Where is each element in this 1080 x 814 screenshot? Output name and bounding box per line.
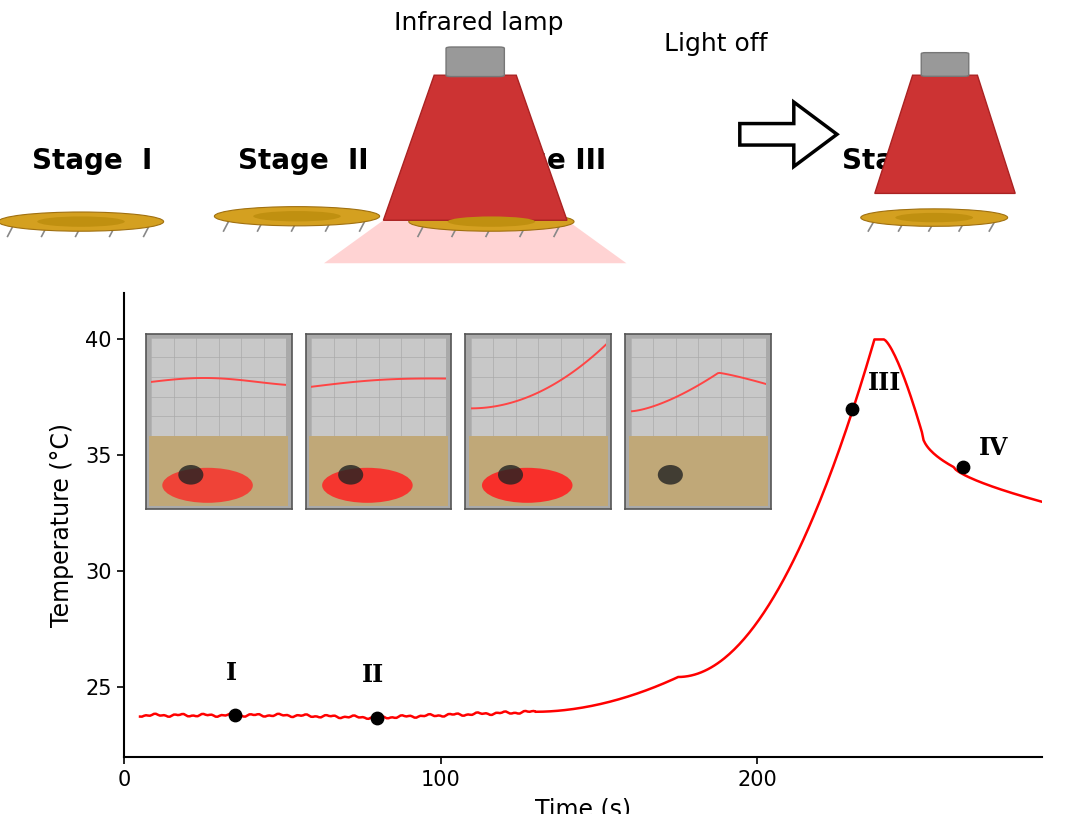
Text: III: III (475, 348, 505, 368)
Ellipse shape (658, 465, 683, 484)
Text: I: I (156, 348, 166, 368)
Ellipse shape (162, 468, 253, 503)
Text: ±1.4°: ±1.4° (386, 494, 408, 504)
Ellipse shape (498, 465, 523, 484)
Text: III: III (868, 371, 902, 395)
Text: 36.5°C: 36.5°C (633, 494, 659, 504)
Text: II: II (315, 348, 336, 368)
Ellipse shape (253, 211, 341, 221)
Point (843, 402, 861, 415)
Polygon shape (875, 75, 1015, 194)
Ellipse shape (214, 207, 380, 225)
Polygon shape (383, 75, 567, 221)
Ellipse shape (408, 212, 575, 231)
Ellipse shape (0, 212, 164, 231)
Ellipse shape (322, 468, 413, 503)
Ellipse shape (895, 213, 973, 222)
Ellipse shape (861, 209, 1008, 226)
Text: Infrared lamp: Infrared lamp (394, 11, 564, 35)
Text: Stage  II: Stage II (238, 147, 368, 175)
Text: I: I (226, 661, 237, 685)
Point (368, 711, 386, 724)
Ellipse shape (37, 217, 125, 227)
Text: II: II (362, 663, 383, 687)
Text: IV: IV (978, 436, 1009, 460)
X-axis label: Time (s): Time (s) (535, 798, 632, 814)
Text: 32.5°C: 32.5°C (473, 494, 499, 504)
Text: Stage  I: Stage I (32, 147, 152, 175)
Text: Stage III: Stage III (475, 147, 606, 175)
Text: Light off: Light off (664, 33, 768, 56)
Y-axis label: Temperature (°C): Temperature (°C) (50, 423, 75, 627)
Point (955, 461, 972, 474)
Polygon shape (324, 221, 626, 263)
Ellipse shape (338, 465, 363, 484)
Text: Stage IV: Stage IV (842, 147, 974, 175)
Text: 28.5°C: 28.5°C (313, 494, 339, 504)
Text: 36.1°C: 36.1°C (153, 494, 179, 504)
FancyBboxPatch shape (921, 53, 969, 77)
FancyBboxPatch shape (446, 47, 504, 77)
Point (227, 709, 244, 722)
Text: IV: IV (635, 348, 662, 368)
Text: ±1.4°: ±1.4° (705, 494, 728, 504)
Polygon shape (740, 102, 837, 167)
Ellipse shape (448, 217, 536, 227)
Text: ±1.4°: ±1.4° (545, 494, 568, 504)
Ellipse shape (178, 465, 203, 484)
Text: ±1.4°: ±1.4° (226, 494, 248, 504)
Ellipse shape (482, 468, 572, 503)
